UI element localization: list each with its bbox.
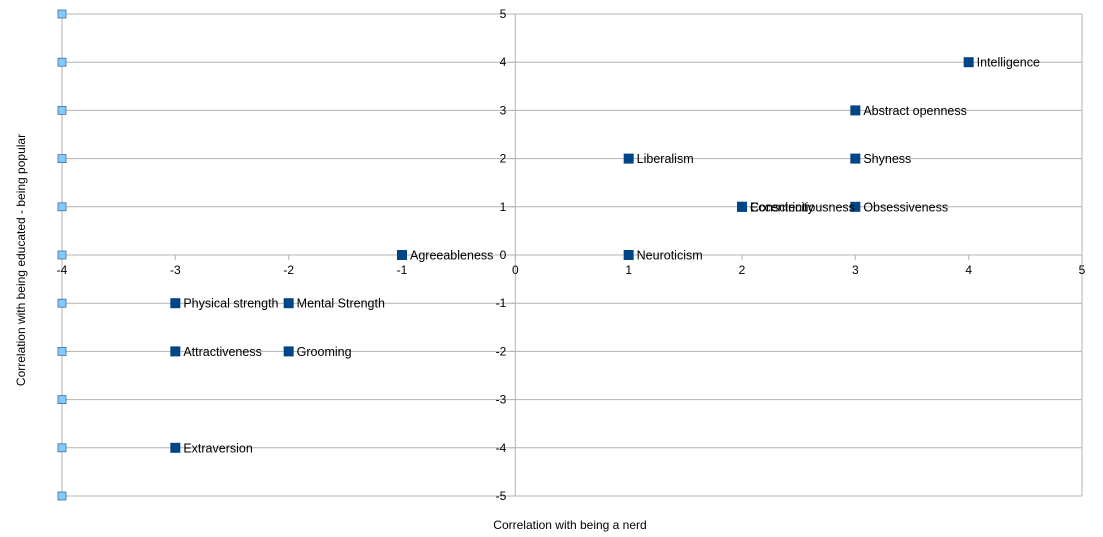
y-tick-label: -2	[496, 344, 507, 358]
point-label: Obsessiveness	[863, 200, 948, 214]
y-tick-label: 5	[500, 7, 507, 21]
x-tick-label: -1	[397, 263, 408, 277]
x-tick-label: 3	[852, 263, 859, 277]
point-label: Physical strength	[183, 297, 278, 311]
point-label: Eccentricity	[750, 200, 815, 214]
x-tick-label: 4	[965, 263, 972, 277]
point-label: Conscientiousness	[750, 200, 855, 214]
y-tick-label: 2	[500, 152, 507, 166]
point-label: Agreeableness	[410, 249, 493, 263]
data-point	[737, 201, 747, 212]
y-tick-label: -4	[496, 441, 507, 455]
point-label: Intelligence	[977, 56, 1040, 70]
data-point	[397, 250, 407, 260]
point-label: Liberalism	[637, 152, 694, 166]
data-point	[623, 153, 634, 164]
axis-marker	[57, 250, 67, 260]
axis-markers	[57, 9, 67, 501]
point-label: Abstract openness	[863, 104, 967, 118]
axis-marker	[57, 106, 67, 115]
x-tick-label: -4	[57, 263, 68, 277]
axis-marker	[57, 346, 67, 356]
y-tick-label: 1	[500, 200, 507, 214]
data-point	[850, 201, 861, 212]
data-point	[170, 346, 181, 357]
data-point	[850, 105, 861, 116]
point-labels: Intelligence Abstract openness Shyness Libe…	[183, 56, 1040, 456]
x-tick-label: -2	[283, 263, 294, 277]
x-tick-label: 5	[1079, 263, 1086, 277]
axis-marker	[57, 443, 67, 453]
y-tick-label: -5	[496, 489, 507, 503]
axis-marker	[57, 154, 67, 164]
axis-marker	[57, 491, 67, 501]
axes	[61, 13, 1083, 497]
point-label: Extraversion	[183, 441, 253, 455]
y-tick-label: 4	[500, 55, 507, 69]
axis-marker	[57, 57, 67, 67]
data-point	[283, 298, 294, 309]
data-point	[170, 298, 181, 309]
x-tick-label: -3	[170, 263, 181, 277]
axis-marker	[57, 395, 67, 405]
y-tick-label: 0	[500, 248, 507, 262]
data-point	[623, 250, 634, 260]
x-axis-title: Correlation with being a nerd	[493, 518, 646, 532]
data-points	[170, 57, 974, 453]
data-point	[850, 153, 861, 164]
y-axis-title: Correlation with being educated - being …	[14, 134, 28, 386]
point-label: Mental Strength	[297, 297, 385, 311]
y-tick-label: 3	[500, 103, 507, 117]
point-label: Attractiveness	[183, 345, 262, 359]
data-point	[170, 442, 181, 453]
x-tick-label: 0	[512, 263, 519, 277]
x-tick-label: 2	[739, 263, 746, 277]
x-tick-label: 1	[625, 263, 632, 277]
tick-labels: -4 -3 -2 -1 0 1 2 3 4 5 -5 -4 -3 -2 -1 0 1 2 3 4 5	[57, 7, 1086, 503]
point-label: Grooming	[297, 345, 352, 359]
data-point	[283, 346, 294, 357]
axis-marker	[57, 202, 67, 212]
data-point	[963, 57, 974, 68]
y-tick-label: -1	[496, 296, 507, 310]
axis-marker	[57, 9, 67, 19]
point-label: Shyness	[863, 152, 911, 166]
point-label: Neuroticism	[637, 249, 703, 263]
y-tick-label: -3	[496, 393, 507, 407]
axis-marker	[57, 298, 67, 308]
